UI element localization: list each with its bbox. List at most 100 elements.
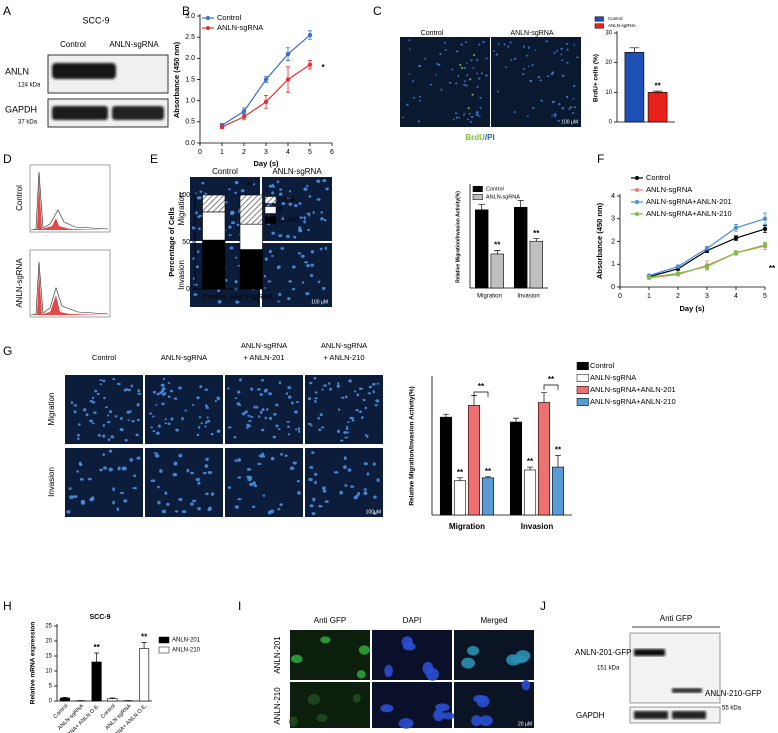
cell [475, 113, 479, 116]
size-label: 151 kDa [597, 666, 620, 672]
blot-band [112, 106, 164, 120]
cell [112, 487, 115, 492]
cell [356, 393, 360, 397]
data-point [307, 62, 313, 67]
cell [76, 470, 79, 473]
data-point [675, 264, 681, 269]
cell [133, 474, 137, 478]
column-label: Merged [480, 616, 507, 625]
cell [275, 424, 279, 428]
cell [463, 114, 465, 117]
cell [321, 286, 326, 291]
micrograph [400, 37, 490, 127]
cell [148, 412, 153, 415]
legend-label: ANLN-sgRNA+ANLN-201 [590, 385, 676, 394]
cell [310, 250, 315, 254]
cell [343, 431, 348, 434]
cell [89, 399, 93, 403]
cell [284, 454, 288, 458]
cell [224, 201, 228, 204]
cell [307, 397, 312, 401]
cell [412, 79, 414, 83]
cell [454, 112, 458, 115]
cell [153, 452, 159, 455]
cell [129, 458, 134, 462]
y-axis-label: Relative Migration/Invasion Activity(%) [409, 386, 416, 505]
cell [278, 234, 283, 238]
cell [137, 392, 142, 395]
x-tick-label: ANLN-sgRNA [230, 294, 274, 301]
cell [234, 459, 238, 463]
cell [164, 422, 168, 425]
cell [314, 400, 317, 403]
cell [269, 509, 275, 514]
cell [238, 404, 242, 407]
cell [231, 211, 235, 214]
cell [571, 112, 575, 114]
cell [230, 221, 235, 225]
cell [268, 249, 272, 254]
cell [307, 228, 310, 232]
annotation: ** [457, 468, 464, 477]
cell [312, 497, 316, 502]
cell [419, 95, 421, 98]
cell [439, 53, 442, 55]
cell [464, 80, 467, 82]
legend-label: S [278, 207, 283, 214]
cell [468, 112, 471, 115]
y-axis-label: Absorbance (450 nm) [595, 202, 604, 279]
bar [475, 209, 489, 289]
cell [444, 49, 447, 52]
cell [174, 510, 179, 513]
legend-label: Control [646, 173, 671, 182]
x-tick-label: 5 [763, 293, 767, 300]
legend-label: Control [217, 13, 242, 22]
cell [112, 377, 116, 381]
cell [287, 425, 290, 429]
column-label: Control [92, 353, 117, 362]
data-point [241, 109, 247, 114]
cell [466, 118, 469, 121]
cell [328, 382, 331, 385]
cell [504, 66, 507, 68]
cell [297, 427, 301, 431]
cell [522, 67, 525, 70]
cell [513, 111, 517, 113]
legend-label: ANLN-210 [172, 648, 201, 654]
cell [293, 204, 298, 208]
error-bar [141, 642, 147, 649]
cell [338, 408, 341, 412]
bar [453, 480, 467, 516]
cell [197, 227, 201, 230]
cell [459, 63, 462, 66]
cell [291, 265, 296, 269]
cell [198, 416, 202, 419]
cell [279, 188, 283, 191]
cell [200, 422, 203, 425]
cell [309, 381, 313, 385]
cell [301, 281, 305, 284]
cell [322, 489, 327, 493]
bar [91, 661, 102, 702]
cell [479, 96, 482, 99]
cell [181, 417, 184, 421]
cell [103, 466, 108, 470]
cell [457, 116, 460, 119]
micrographs [65, 37, 581, 729]
cell [85, 413, 89, 417]
cell [522, 73, 525, 76]
micrograph [290, 630, 370, 680]
cell [252, 183, 256, 186]
cell [234, 397, 238, 400]
cell [433, 709, 445, 722]
cell [68, 487, 72, 490]
cell [308, 214, 311, 217]
cell [320, 217, 324, 221]
cell [152, 390, 157, 394]
bar [202, 239, 226, 290]
cell [267, 280, 272, 283]
cell [553, 115, 557, 118]
x-tick-label: 1 [220, 149, 224, 156]
cell [196, 196, 201, 200]
cell [129, 410, 132, 413]
